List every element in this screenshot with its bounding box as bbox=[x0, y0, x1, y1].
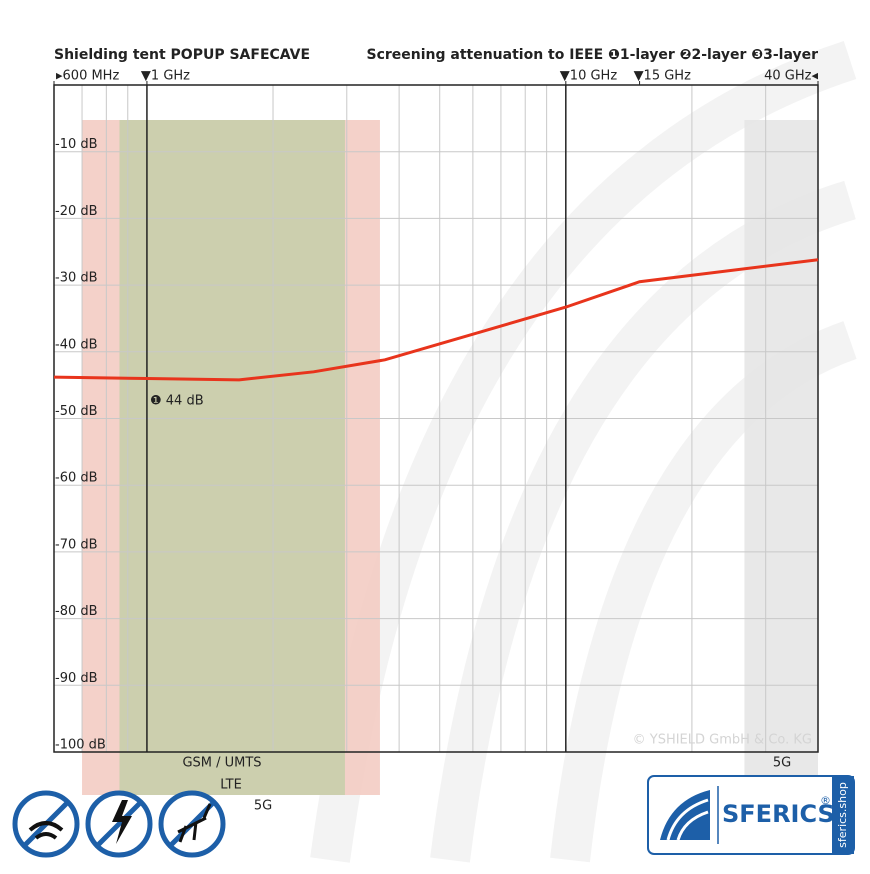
logo: SFERICS ® sferics.shop bbox=[647, 775, 855, 855]
plot-frame bbox=[53, 84, 819, 753]
logo-site: sferics.shop bbox=[836, 782, 849, 848]
chart-subtitle: Screening attenuation to IEEE ❶1-layer ❷… bbox=[366, 47, 818, 63]
band-label: 5G bbox=[254, 799, 272, 814]
logo-mark: ® bbox=[820, 794, 831, 807]
logo-name: SFERICS bbox=[722, 800, 835, 828]
attenuation-line bbox=[53, 258, 819, 382]
y-tick-label: -30 dB bbox=[55, 271, 98, 286]
y-tick-label: -80 dB bbox=[55, 604, 98, 619]
frequency-band bbox=[744, 120, 818, 780]
band-label: LTE bbox=[220, 778, 242, 793]
credit: © YSHIELD GmbH & Co. KG bbox=[633, 733, 812, 748]
y-tick-label: -10 dB bbox=[55, 137, 98, 152]
x-tick-label: ▼10 GHz bbox=[560, 69, 618, 84]
y-tick-label: -70 dB bbox=[55, 537, 98, 552]
frequency-band bbox=[119, 120, 345, 795]
y-tick-label: -100 dB bbox=[55, 738, 106, 753]
band-label: 5G bbox=[773, 756, 791, 771]
chart-title: Shielding tent POPUP SAFECAVE bbox=[54, 47, 310, 63]
x-tick-label: ▼15 GHz bbox=[634, 69, 692, 84]
icons bbox=[12, 790, 226, 858]
band-label: GSM / UMTS bbox=[182, 756, 261, 771]
x-tick-label: ▼1 GHz bbox=[141, 69, 190, 84]
y-tick-label: -40 dB bbox=[55, 337, 98, 352]
y-tick-label: -90 dB bbox=[55, 671, 98, 686]
y-tick-label: -50 dB bbox=[55, 404, 98, 419]
x-tick-label: 40 GHz◂ bbox=[764, 69, 818, 84]
annotation: ❶ 44 dB bbox=[150, 394, 204, 409]
y-tick-label: -20 dB bbox=[55, 204, 98, 219]
y-tick-label: -60 dB bbox=[55, 471, 98, 486]
x-tick-label: ▸600 MHz bbox=[56, 69, 119, 84]
